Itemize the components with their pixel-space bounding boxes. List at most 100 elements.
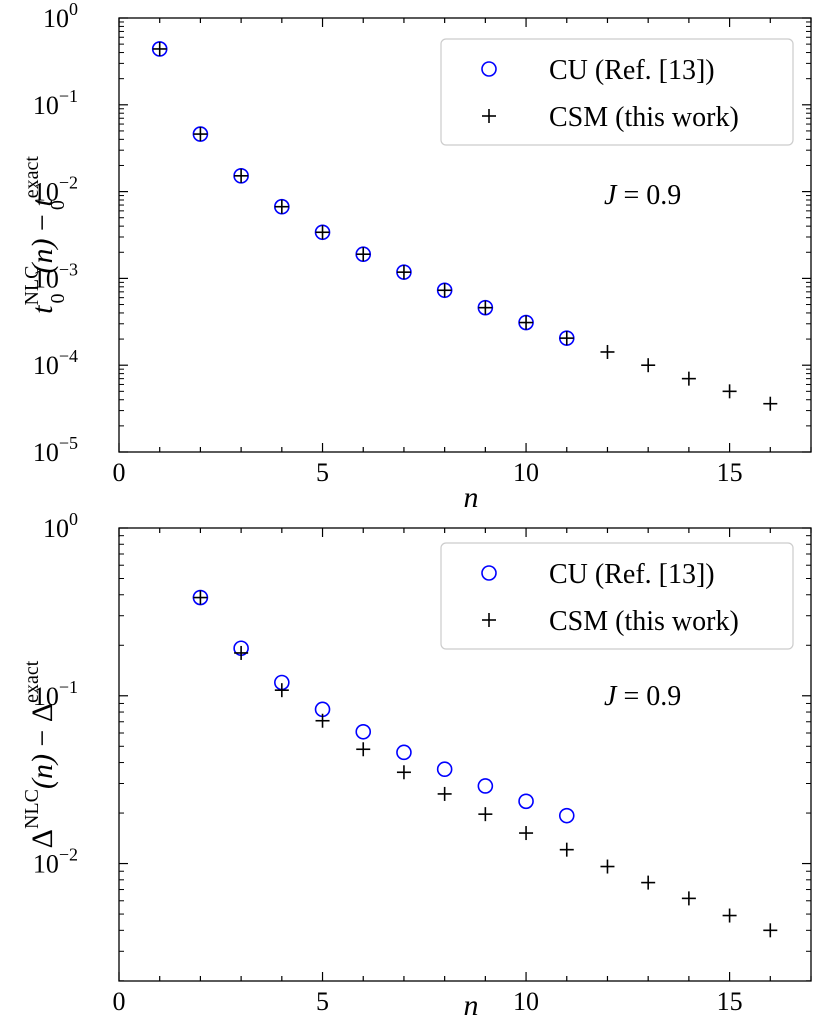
- csm-point: [274, 199, 289, 214]
- legend-marker-circle: [481, 61, 497, 77]
- csm-point: [763, 396, 778, 411]
- csm-point: [519, 315, 534, 330]
- y-tick-exponent: −2: [59, 845, 78, 865]
- x-tick-label: 0: [113, 987, 126, 1016]
- y-tick-label: 10−2: [33, 173, 78, 207]
- plot-frame: [118, 17, 812, 453]
- y-label-minus: −: [26, 722, 59, 754]
- csm-point: [519, 826, 534, 841]
- y-tick-label: 10−5: [33, 433, 78, 467]
- csm-point: [681, 371, 696, 386]
- series-csm: [152, 41, 778, 411]
- y-tick-exponent: −3: [59, 259, 78, 279]
- cu-point: [355, 723, 372, 740]
- y-tick-base: 10: [33, 351, 59, 380]
- y-tick-exponent: −1: [59, 86, 78, 106]
- y-label-base-2: t: [26, 198, 59, 207]
- legend: CU (Ref. [13]) CSM (this work): [440, 38, 794, 146]
- y-label-sup-exact: exact: [21, 660, 43, 703]
- annotation-val: 0.9: [646, 180, 681, 211]
- y-tick-base: 10: [33, 264, 59, 293]
- y-label-sup-exact: exact: [21, 156, 43, 199]
- csm-point: [396, 265, 411, 280]
- legend-box: [440, 38, 794, 146]
- csm-point: [193, 127, 208, 142]
- y-tick-exponent: 0: [69, 509, 78, 529]
- y-label-base: t: [26, 305, 59, 314]
- csm-point: [559, 842, 574, 857]
- legend-box: [440, 542, 794, 650]
- y-tick-label: 100: [43, 0, 78, 33]
- csm-point: [315, 225, 330, 240]
- y-tick-exponent: −5: [59, 433, 78, 453]
- csm-point: [600, 859, 615, 874]
- csm-point: [234, 168, 249, 183]
- annotation-j: J = 0.9: [604, 180, 681, 211]
- y-label-base-2: Δ: [26, 703, 59, 722]
- y-tick-base: 10: [33, 850, 59, 879]
- legend-label: CSM (this work): [549, 102, 739, 133]
- x-tick-label: 0: [113, 458, 126, 487]
- series-csm: [193, 590, 778, 938]
- legend: CU (Ref. [13]) CSM (this work): [440, 542, 794, 650]
- y-tick-base: 10: [43, 514, 69, 543]
- y-tick-label: 10−4: [33, 346, 78, 380]
- csm-point: [437, 786, 452, 801]
- cu-point: [477, 778, 494, 794]
- annotation-var: J: [604, 681, 618, 712]
- y-tick-base: 10: [33, 91, 59, 120]
- csm-point: [437, 283, 452, 298]
- csm-point: [722, 908, 737, 923]
- y-label-arg: (n): [26, 754, 59, 789]
- y-axis-label: ΔNLC(n) − Δexact: [21, 660, 59, 848]
- y-axis-label: tNLC 0(n) − texact0: [21, 156, 69, 314]
- annotation-val: 0.9: [646, 681, 681, 712]
- legend-label: CU (Ref. [13]): [549, 55, 715, 86]
- annotation-eq: =: [616, 681, 646, 712]
- annotation-var: J: [604, 180, 618, 211]
- legend-label: CU (Ref. [13]): [549, 559, 715, 590]
- annotation-eq: =: [616, 180, 646, 211]
- x-axis-label: n: [464, 481, 479, 514]
- csm-point: [396, 765, 411, 780]
- csm-point: [600, 344, 615, 359]
- cu-point: [558, 807, 575, 824]
- csm-point: [193, 590, 208, 605]
- x-axis-label: n: [464, 989, 479, 1022]
- y-tick-exponent: −4: [59, 346, 78, 366]
- cu-point: [436, 761, 453, 778]
- csm-point: [356, 742, 371, 757]
- y-label-arg: (n): [26, 239, 59, 274]
- csm-point: [641, 358, 656, 373]
- y-label-sub: 0: [47, 294, 69, 304]
- annotation-j: J = 0.9: [604, 681, 681, 712]
- y-tick-label: 10−1: [33, 86, 78, 120]
- y-tick-base: 10: [33, 682, 59, 711]
- csm-point: [763, 923, 778, 938]
- y-tick-base: 10: [33, 438, 59, 467]
- csm-point: [356, 247, 371, 262]
- x-tick-label: 5: [316, 458, 329, 487]
- x-tick-label: 15: [717, 987, 743, 1016]
- cu-point: [518, 793, 534, 810]
- csm-point: [234, 645, 249, 660]
- y-tick-label: 100: [43, 509, 78, 543]
- legend-label: CSM (this work): [549, 606, 739, 637]
- y-tick-exponent: −1: [59, 677, 78, 697]
- y-tick-label: 10−3: [33, 259, 78, 293]
- csm-point: [478, 300, 493, 315]
- csm-point: [315, 713, 330, 728]
- cu-point: [396, 744, 412, 761]
- y-label-sup-nlc: NLC: [21, 789, 43, 829]
- y-label-base: Δ: [26, 829, 59, 848]
- x-tick-label: 10: [513, 987, 539, 1016]
- plot-frame: [118, 527, 812, 982]
- y-label-sub-2: 0: [47, 200, 69, 210]
- y-tick-exponent: 0: [69, 0, 78, 19]
- csm-point: [722, 384, 737, 399]
- csm-point: [152, 41, 167, 56]
- csm-point: [274, 683, 289, 698]
